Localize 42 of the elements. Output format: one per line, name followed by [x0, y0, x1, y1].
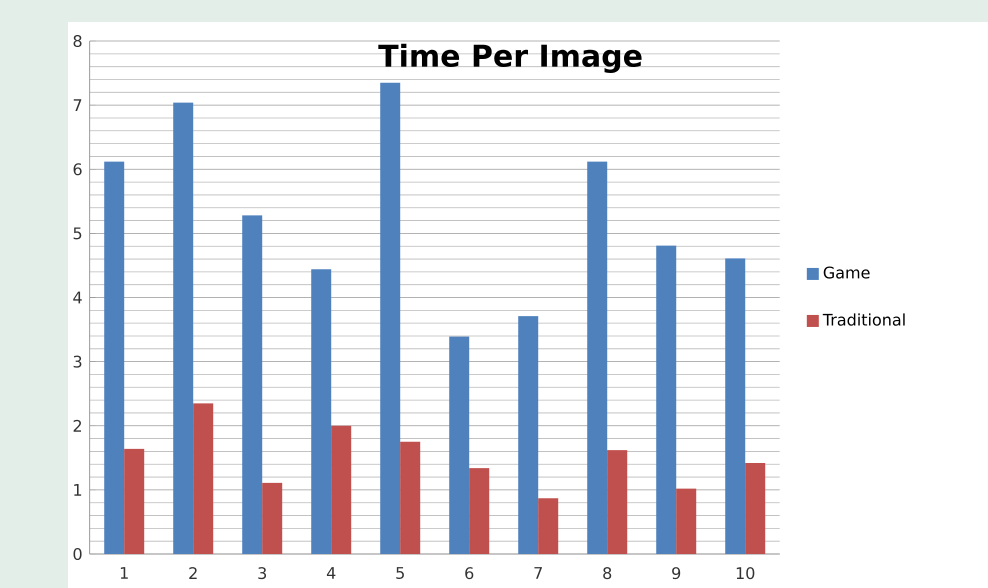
x-tick-label: 6 — [465, 567, 474, 580]
y-tick-label: 8 — [74, 34, 82, 48]
bar — [104, 162, 124, 554]
y-tick-label: 5 — [74, 227, 82, 240]
x-tick-label: 5 — [396, 567, 404, 579]
bar — [400, 442, 420, 554]
bar — [745, 462, 766, 554]
bar — [173, 102, 194, 554]
x-tick-label: 7 — [534, 567, 542, 579]
x-tick-label: 2 — [189, 567, 197, 579]
bar — [331, 426, 352, 554]
y-tick-label: 3 — [74, 356, 82, 368]
bar — [449, 336, 470, 554]
x-tick-label: 4 — [326, 567, 336, 579]
bar — [193, 403, 214, 554]
bar — [311, 269, 332, 554]
y-tick-label: 0 — [74, 548, 82, 560]
x-tick-label: 1 — [120, 567, 128, 579]
x-tick-label: 8 — [603, 567, 612, 580]
bar — [518, 316, 538, 554]
legend-label: Game — [824, 266, 870, 279]
bar — [676, 488, 696, 554]
bar — [656, 246, 676, 554]
bar — [725, 258, 746, 554]
x-tick-label: 3 — [258, 567, 266, 580]
bar — [124, 448, 144, 554]
y-tick-label: 6 — [74, 163, 82, 176]
y-tick-label: 2 — [74, 420, 82, 432]
bar — [538, 498, 558, 554]
chart-title: Time Per Image — [378, 44, 642, 74]
x-tick-label: 9 — [672, 567, 680, 580]
bar — [380, 82, 400, 554]
x-tick-label: 10 — [736, 567, 754, 580]
legend-label: Traditional — [822, 313, 905, 326]
y-tick-label: 4 — [73, 292, 82, 304]
bar — [242, 215, 262, 554]
y-tick-label: 7 — [74, 99, 82, 111]
bar — [469, 468, 490, 554]
bar — [587, 162, 608, 554]
bar — [607, 450, 628, 554]
y-tick-label: 1 — [74, 484, 82, 496]
bar — [262, 482, 282, 554]
